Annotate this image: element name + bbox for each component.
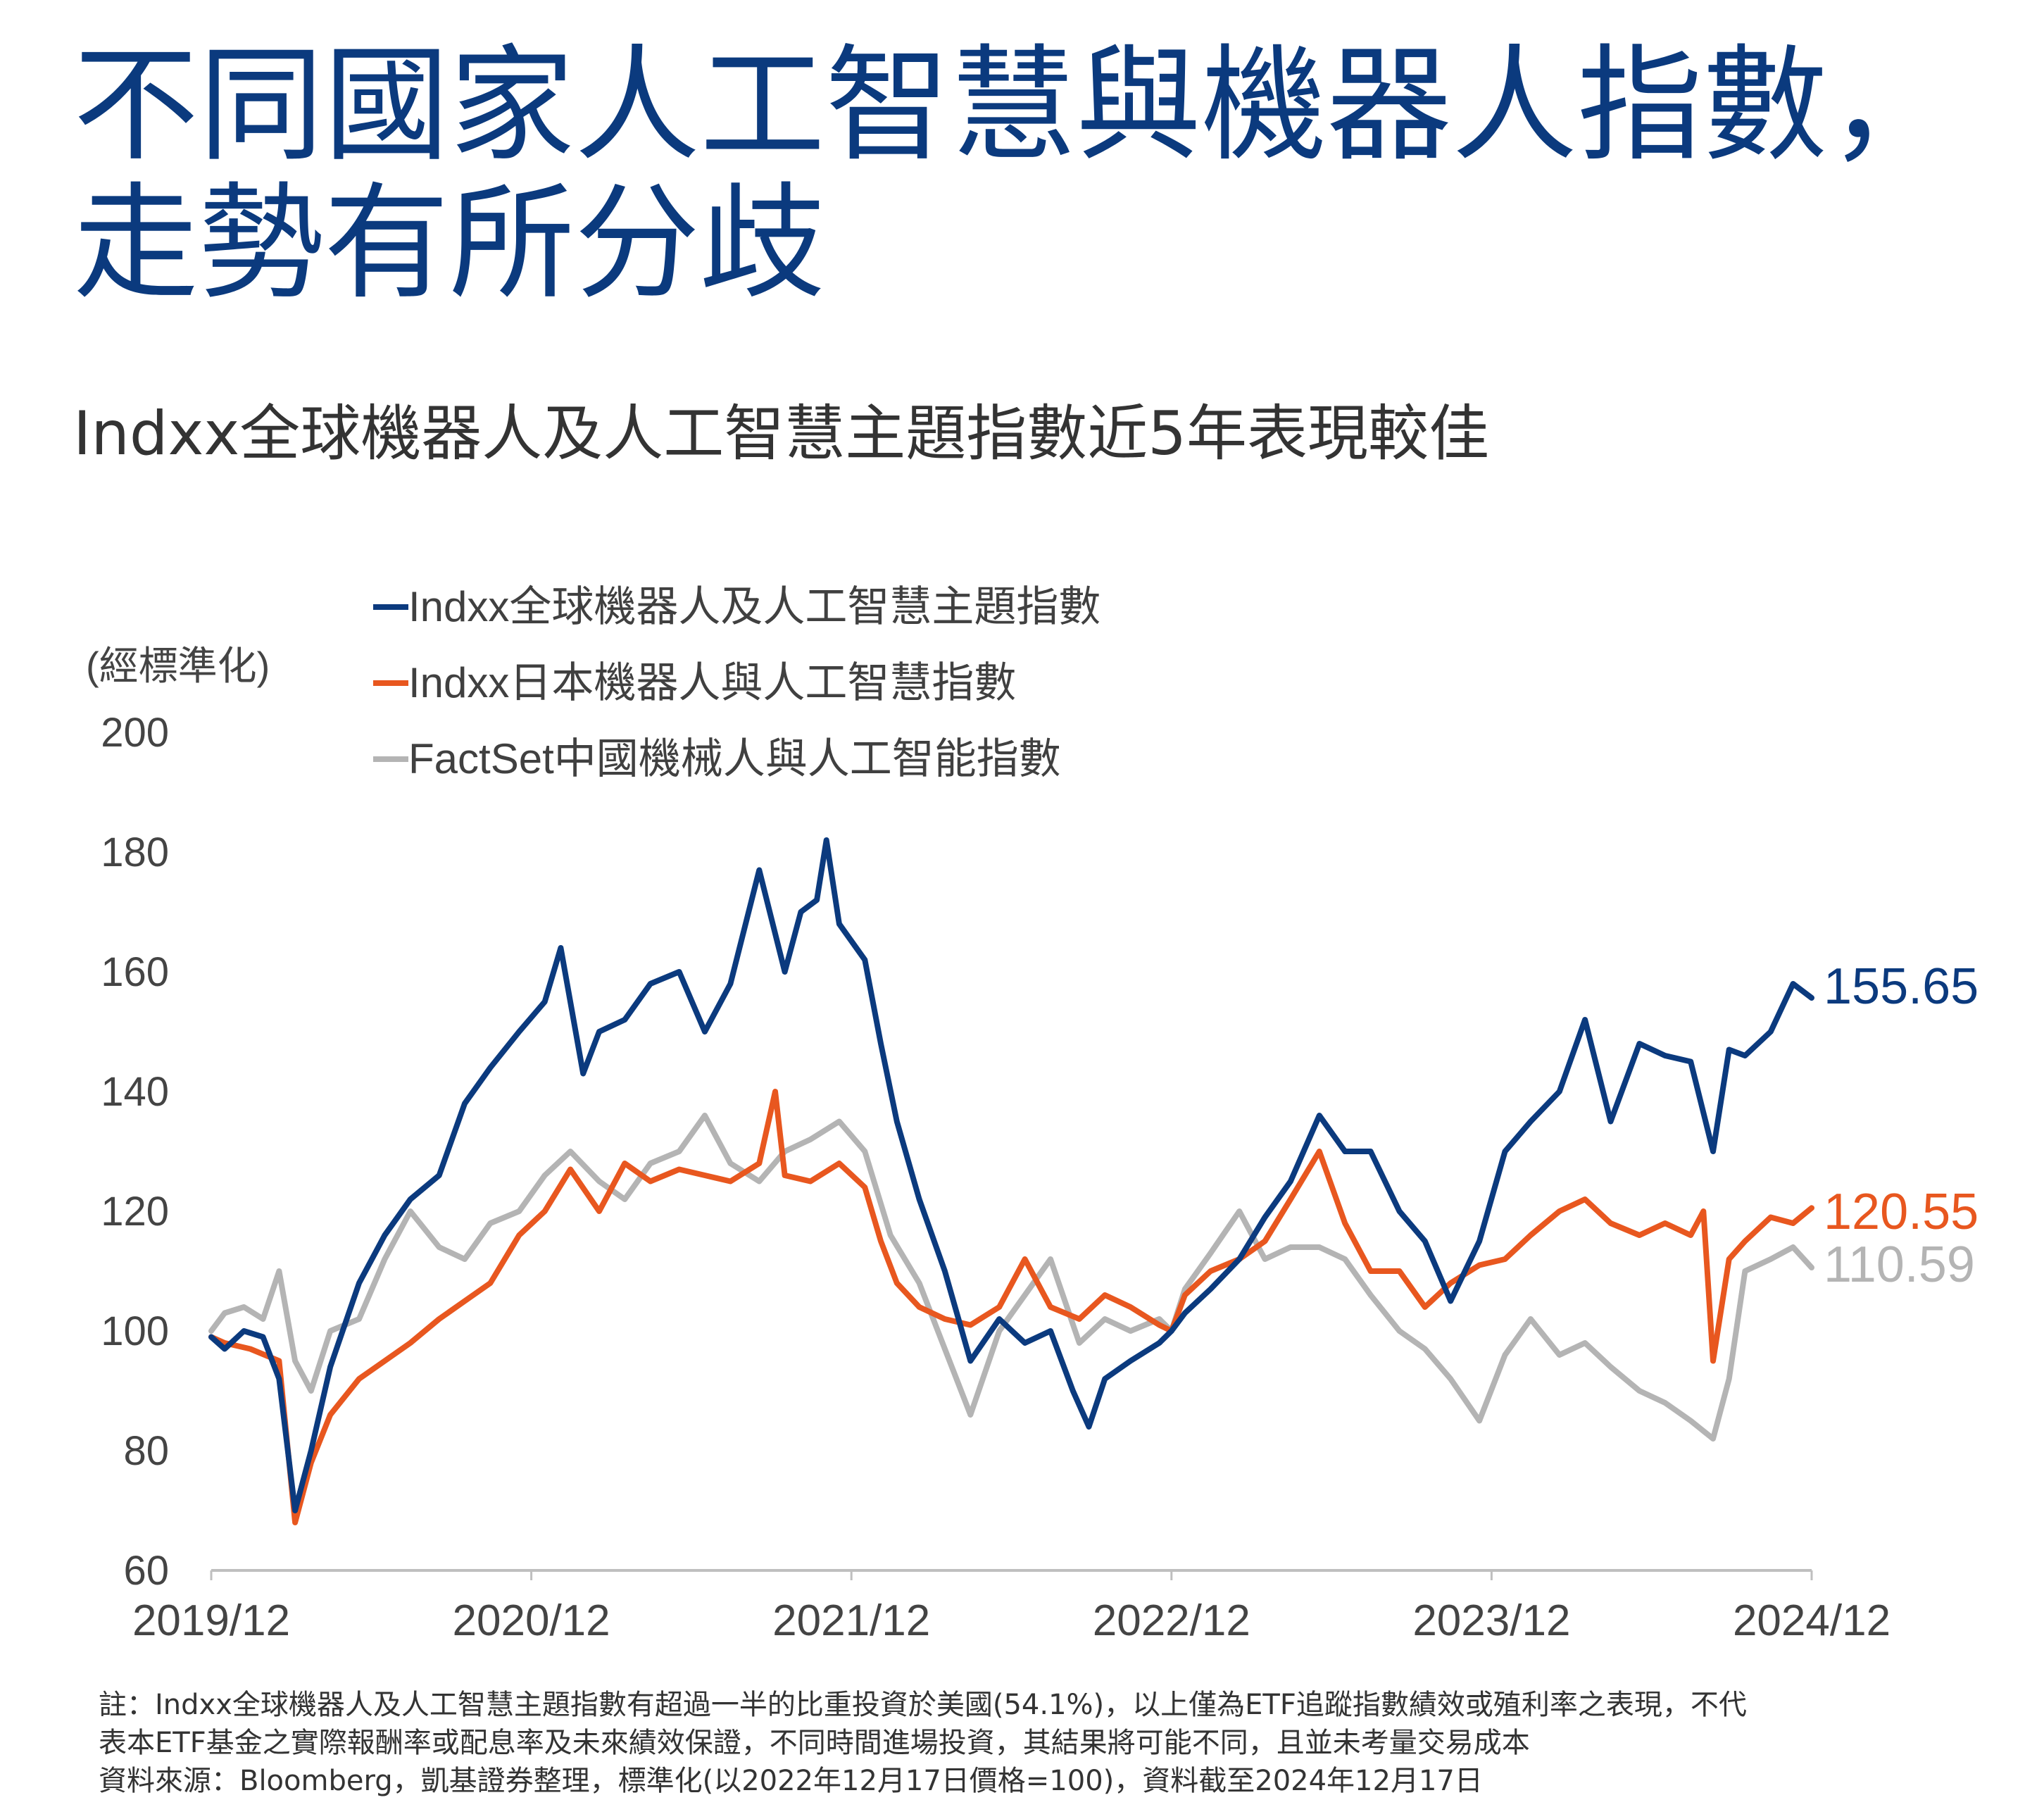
end-value-label: 155.65: [1824, 958, 1979, 1015]
series-lines: [208, 837, 1814, 1525]
y-tick-label: 160: [101, 949, 169, 995]
y-tick-label: 140: [101, 1069, 169, 1115]
legend-label: FactSet中國機械人與人工智能指數: [408, 735, 1061, 782]
x-axis: 2019/12 2020/12 2021/12 2022/12 2023/12 2024/…: [132, 1570, 1891, 1645]
line-chart: (經標準化) Indxx全球機器人及人工智慧主題指數 Indxx日本機器人與人工智…: [86, 583, 1979, 1645]
y-tick-label: 100: [101, 1308, 169, 1354]
y-tick-label: 60: [123, 1548, 169, 1594]
chart-subtitle: Indxx全球機器人及人工智慧主題指數近5年表現較佳: [73, 399, 1489, 469]
title-line-1: 不同國家人工智慧與機器人指數，: [73, 32, 1953, 178]
legend-label: Indxx日本機器人與人工智慧指數: [408, 659, 1016, 706]
y-axis-label: (經標準化): [86, 644, 270, 688]
series-line: [208, 1089, 1814, 1525]
x-tick-label: 2019/12: [132, 1596, 290, 1645]
end-value-label: 110.59: [1824, 1237, 1975, 1293]
y-tick-label: 120: [101, 1189, 169, 1234]
x-tick-label: 2020/12: [453, 1596, 610, 1645]
series-line: [208, 1113, 1814, 1442]
legend-label: Indxx全球機器人及人工智慧主題指數: [408, 583, 1101, 630]
footnote-line-1: 註：Indxx全球機器人及人工智慧主題指數有超過一半的比重投資於美國(54.1%…: [99, 1689, 1747, 1721]
x-tick-label: 2022/12: [1093, 1596, 1250, 1645]
page-title: 不同國家人工智慧與機器人指數， 走勢有所分歧: [73, 37, 1974, 313]
x-tick-label: 2023/12: [1412, 1596, 1570, 1645]
y-tick-label: 180: [101, 830, 169, 875]
y-tick-label: 200: [101, 710, 169, 756]
end-value-label: 120.55: [1824, 1184, 1979, 1240]
x-tick-label: 2024/12: [1733, 1596, 1891, 1645]
chart-legend: Indxx全球機器人及人工智慧主題指數 Indxx日本機器人與人工智慧指數 Fact…: [373, 583, 1101, 782]
footnotes: 註：Indxx全球機器人及人工智慧主題指數有超過一半的比重投資於美國(54.1%…: [99, 1686, 2000, 1800]
footnote-line-2: 表本ETF基金之實際報酬率或配息率及未來績效保證，不同時間進場投資，其結果將可能…: [99, 1727, 1530, 1759]
footnote-line-3: 資料來源：Bloomberg，凱基證券整理，標準化(以2022年12月17日價格…: [99, 1765, 1483, 1797]
y-axis: 60 80 100 120 140 160 180 200: [101, 710, 169, 1594]
y-tick-label: 80: [123, 1428, 169, 1474]
x-tick-label: 2021/12: [772, 1596, 930, 1645]
series-line: [208, 837, 1814, 1513]
title-line-2: 走勢有所分歧: [73, 170, 825, 316]
